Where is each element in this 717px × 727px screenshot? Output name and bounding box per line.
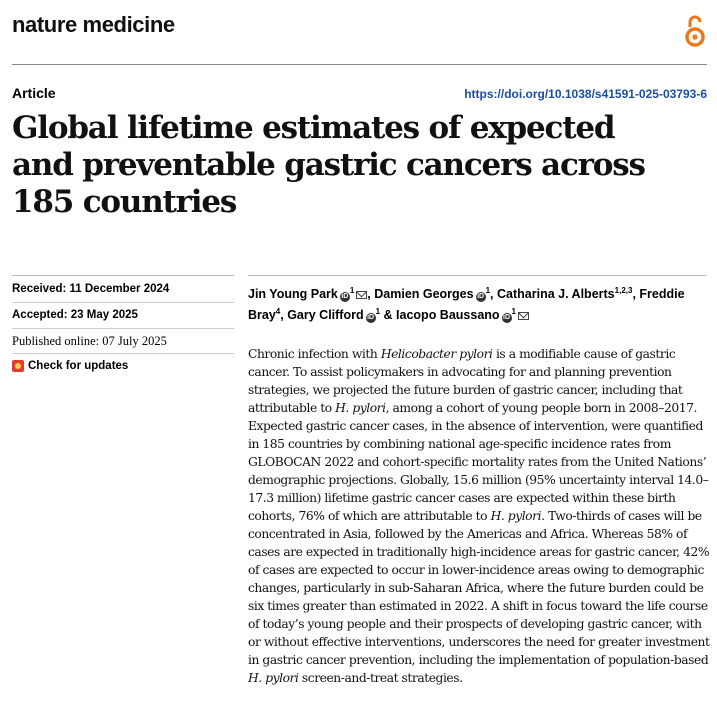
affiliation-superscript: 1 <box>511 307 516 317</box>
author-name: Jin Young Park <box>248 287 338 302</box>
authors-separator <box>248 275 707 276</box>
received-date: Received: 11 December 2024 <box>12 283 170 295</box>
affiliation-superscript: 4 <box>275 307 281 317</box>
abstract-text: Chronic infection with <box>248 347 381 361</box>
divider <box>12 328 234 329</box>
author-name: Catharina J. Alberts <box>497 287 615 302</box>
article-type: Article <box>12 85 56 101</box>
accepted-date: Accepted: 23 May 2025 <box>12 309 138 321</box>
author-name: Freddie Bray <box>248 287 685 323</box>
abstract-italic: H. pylori <box>490 509 542 523</box>
email-icon[interactable] <box>356 291 368 300</box>
author[interactable]: Damien Georges iD1 <box>374 286 491 303</box>
open-access-icon <box>685 15 705 47</box>
article-title: Global lifetime estimates of expected an… <box>12 110 652 221</box>
affiliation-superscript: 1,2,3 <box>614 286 633 295</box>
abstract-text: is a modifiable cause of gastric cancer.… <box>248 347 683 415</box>
title-line: 185 countries <box>12 184 237 220</box>
divider <box>12 353 234 354</box>
author[interactable]: Iacopo Baussano iD1 <box>396 307 529 324</box>
abstract-text: screen-and-treat strategies. <box>298 671 463 685</box>
abstract-italic: H. pylori <box>248 671 299 685</box>
divider <box>12 302 234 303</box>
abstract-italic: H. pylori <box>335 401 386 415</box>
affiliation-superscript: 1 <box>349 286 355 295</box>
title-line: and preventable gastric cancers across <box>12 147 646 183</box>
title-line: Global lifetime estimates of expected <box>12 110 616 146</box>
author-name: Damien Georges <box>374 287 474 302</box>
affiliation-superscript: 1 <box>375 307 381 317</box>
abstract: Chronic infection with Helicobacter pylo… <box>248 345 710 687</box>
journal-name: nature medicine <box>12 12 175 37</box>
affiliation-superscript: 1 <box>485 286 491 295</box>
author-name: Iacopo Baussano <box>396 308 500 323</box>
author[interactable]: Catharina J. Alberts1,2,3 <box>497 286 633 302</box>
orcid-icon[interactable]: iD <box>501 313 512 324</box>
check-updates-button[interactable]: Check for updates <box>12 360 128 372</box>
doi-link[interactable]: https://doi.org/10.1038/s41591-025-03793… <box>464 87 707 101</box>
header-rule <box>12 64 707 65</box>
orcid-icon[interactable]: iD <box>365 313 376 324</box>
abstract-italic: Helicobacter pylori <box>380 347 493 361</box>
abstract-text: , among a cohort of young people born in… <box>248 401 709 523</box>
meta-separator <box>12 275 234 276</box>
author[interactable]: Jin Young Park iD1 <box>248 286 368 303</box>
orcid-icon[interactable]: iD <box>475 292 486 303</box>
abstract-text: . Two-thirds of cases will be concentrat… <box>248 509 710 667</box>
check-updates-label: Check for updates <box>28 360 129 372</box>
check-updates-icon <box>12 360 24 372</box>
author[interactable]: Freddie Bray4 <box>248 287 685 322</box>
author-list: Jin Young Park iD1, Damien Georges iD1, Ca… <box>248 286 685 324</box>
email-icon[interactable] <box>518 312 529 321</box>
published-date: Published online: 07 July 2025 <box>12 334 167 348</box>
author[interactable]: Gary Clifford iD1 <box>287 307 381 324</box>
author-name: Gary Clifford <box>287 308 364 323</box>
orcid-icon[interactable]: iD <box>339 292 350 303</box>
